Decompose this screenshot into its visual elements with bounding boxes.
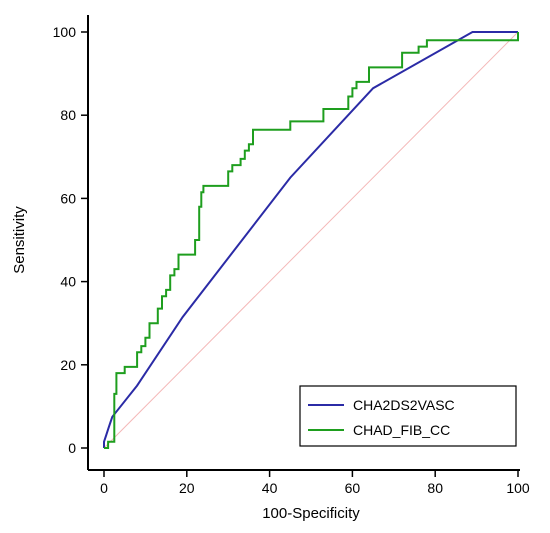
y-tick-label: 60 [60,190,76,206]
y-tick-label: 80 [60,107,76,123]
legend-box [299,385,517,447]
y-tick-label: 20 [60,357,76,373]
legend: CHA2DS2VASC CHAD_FIB_CC [299,385,517,447]
x-tick-label: 20 [179,480,195,496]
x-tick-label: 60 [345,480,361,496]
y-tick-label: 40 [60,274,76,290]
x-tick-label: 80 [427,480,443,496]
x-axis-title: 100-Specificity [262,505,360,522]
legend-label-cha2ds2vasc: CHA2DS2VASC [353,397,455,413]
x-ticks: 0 20 40 60 80 100 [100,470,530,496]
x-tick-label: 40 [262,480,278,496]
x-tick-label: 0 [100,480,108,496]
y-tick-label: 100 [53,24,77,40]
x-tick-label: 100 [506,480,530,496]
legend-label-chad-fib-cc: CHAD_FIB_CC [353,422,450,438]
series-line-chad-fib-cc [104,32,519,449]
plot-area: 0 20 40 60 80 100 0 20 40 60 80 100 [53,15,530,496]
series-layer [103,31,519,449]
y-ticks: 0 20 40 60 80 100 [53,24,88,456]
series-line-cha2ds2vasc [103,31,518,448]
y-tick-label: 0 [68,440,76,456]
reference-diagonal-line [103,31,519,449]
y-axis-title: Sensitivity [11,206,28,274]
